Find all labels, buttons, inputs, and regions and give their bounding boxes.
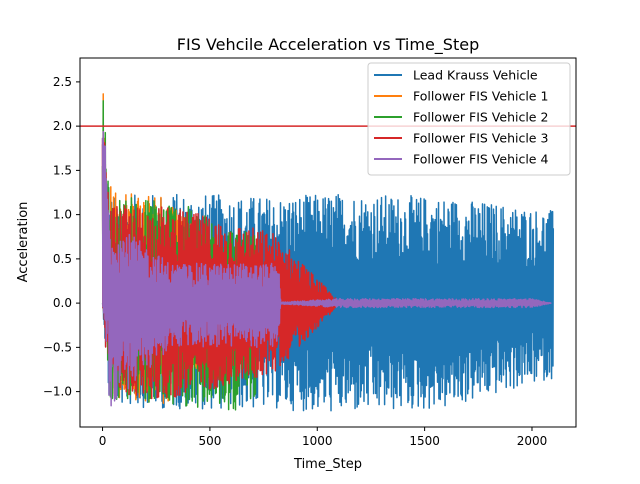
legend-label: Follower FIS Vehicle 1 <box>413 89 548 104</box>
legend-label: Follower FIS Vehicle 3 <box>413 131 548 146</box>
plot-area <box>80 93 576 412</box>
legend-label: Lead Krauss Vehicle <box>413 68 538 83</box>
y-tick-label: −0.5 <box>43 340 72 354</box>
legend-label: Follower FIS Vehicle 2 <box>413 110 548 125</box>
y-tick-label: 2.0 <box>53 119 72 133</box>
y-tick-label: 1.5 <box>53 163 72 177</box>
y-tick-label: 2.5 <box>53 75 72 89</box>
y-axis-label: Acceleration <box>16 202 31 283</box>
x-tick-label: 500 <box>198 434 221 448</box>
x-tick-label: 1000 <box>302 434 333 448</box>
y-tick-label: 0.0 <box>53 296 72 310</box>
x-tick-label: 1500 <box>409 434 440 448</box>
x-tick-label: 0 <box>99 434 107 448</box>
legend: Lead Krauss Vehicle Follower FIS Vehicle … <box>367 62 571 176</box>
x-axis-ticks: 0 500 1000 1500 2000 <box>99 427 548 448</box>
plot-frame <box>79 57 577 428</box>
x-tick-label: 2000 <box>517 434 548 448</box>
series-5-line <box>101 130 552 407</box>
y-tick-label: −1.0 <box>43 385 72 399</box>
legend-label: Follower FIS Vehicle 4 <box>413 152 548 167</box>
legend-box <box>367 62 571 176</box>
x-axis-label: Time_Step <box>293 457 362 472</box>
chart-title: FIS Vehcile Acceleration vs Time_Step <box>177 35 479 55</box>
y-axis-ticks: −1.0 −0.5 0.0 0.5 1.0 1.5 2.0 2.5 <box>43 75 80 399</box>
y-tick-label: 1.0 <box>53 208 72 222</box>
y-tick-label: 0.5 <box>53 252 72 266</box>
